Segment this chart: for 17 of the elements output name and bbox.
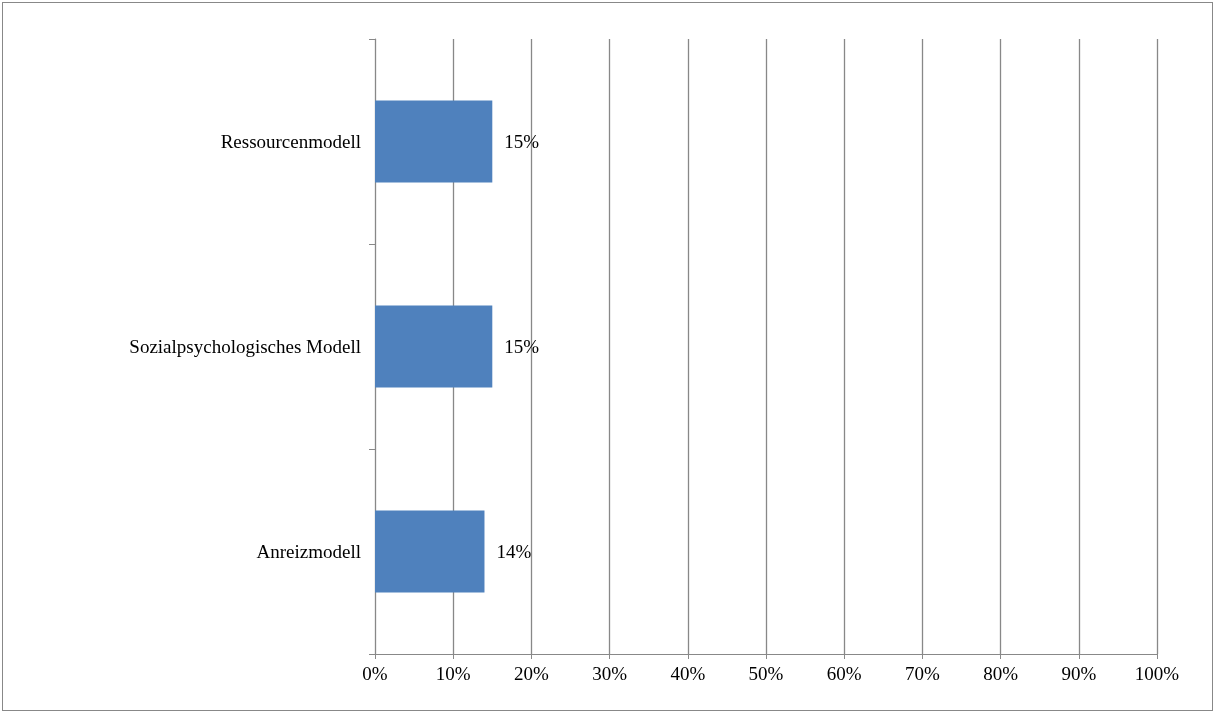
x-tick-label: 100% — [1134, 663, 1180, 684]
data-label: 15% — [504, 131, 540, 152]
x-tick-label: 80% — [983, 663, 1019, 684]
x-tick-label: 40% — [670, 663, 706, 684]
x-tick-label: 0% — [362, 663, 388, 684]
x-tick-label: 70% — [904, 663, 940, 684]
x-tick-label: 90% — [1061, 663, 1097, 684]
y-tick-label: Ressourcenmodell — [220, 131, 361, 152]
data-label: 14% — [496, 541, 532, 562]
y-tick-label: Sozialpsychologisches Modell — [129, 336, 361, 357]
x-tick-label: 50% — [748, 663, 784, 684]
data-label: 15% — [504, 336, 540, 357]
x-tick-label: 60% — [826, 663, 862, 684]
x-tick-label: 10% — [435, 663, 471, 684]
x-tick-label: 30% — [592, 663, 628, 684]
x-tick-label: 20% — [513, 663, 549, 684]
y-tick-label: Anreizmodell — [256, 541, 361, 562]
